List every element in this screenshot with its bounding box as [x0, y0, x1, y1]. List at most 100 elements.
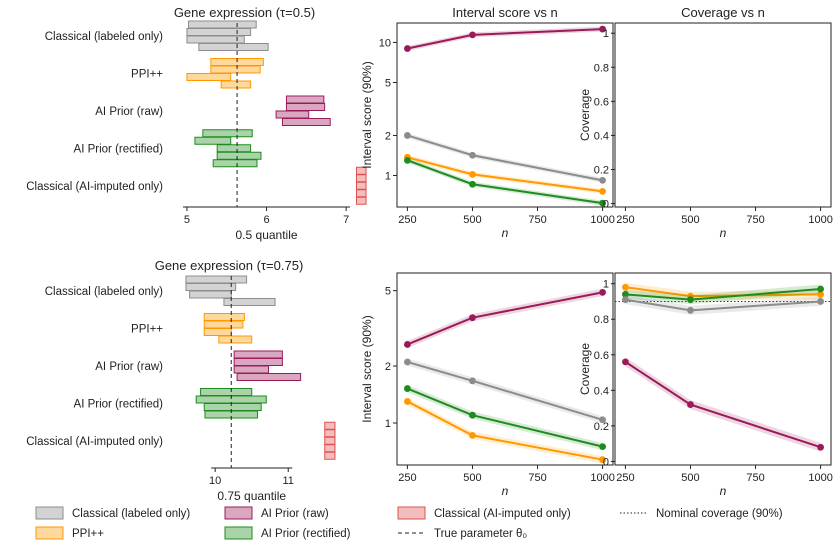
interval-group-ppi [186, 58, 264, 89]
interval-bar [355, 181, 367, 190]
data-point [469, 411, 476, 419]
y-tick-label: 10 [379, 37, 391, 49]
x-tick-label: 6 [263, 214, 269, 226]
data-point [469, 151, 476, 159]
category-label: AI Prior (raw) [95, 106, 163, 118]
data-point [687, 200, 694, 207]
series-line [625, 37, 820, 42]
data-point [599, 199, 606, 207]
series-band [625, 39, 820, 56]
series-band [407, 26, 603, 52]
series-band [625, 37, 820, 54]
data-point [469, 314, 476, 322]
x-tick-label: 250 [398, 472, 416, 484]
interval-bar [202, 129, 253, 138]
x-tick-label: 500 [463, 214, 481, 226]
data-point [469, 170, 476, 178]
series-ai_raw [622, 198, 824, 208]
interval-bar [194, 136, 232, 145]
series-ai_raw [404, 288, 606, 349]
interval-bar [355, 196, 367, 205]
legend-label: Nominal coverage (90%) [656, 508, 783, 520]
x-tick-label: 1000 [808, 472, 832, 484]
y-tick-label: 0.6 [594, 96, 609, 108]
interval-bar [212, 159, 258, 168]
interval-bar [324, 436, 336, 445]
interval-bar [186, 28, 252, 36]
series-band [625, 357, 821, 452]
data-point [404, 132, 411, 139]
y-tick-label: 0.2 [594, 165, 609, 177]
category-label: PPI++ [131, 324, 163, 336]
interval-bar [188, 20, 257, 29]
data-point [622, 40, 629, 47]
category-label: Classical (labeled only) [45, 286, 163, 298]
data-point [469, 180, 476, 188]
series-band [625, 198, 820, 208]
interval-bar [216, 144, 252, 153]
legend-item-classical: Classical (labeled only) [35, 506, 190, 520]
series-ppi [404, 397, 606, 464]
plot-area [404, 25, 606, 207]
series-band [407, 288, 603, 349]
interval-bar [275, 110, 310, 119]
x-axis-label: 0.5 quantile [236, 228, 298, 242]
data-point [404, 341, 411, 348]
x-axis-label: n [502, 226, 509, 240]
series-ai_raw [404, 25, 606, 52]
interval-group-ai_raw [233, 350, 302, 381]
interval-bar [200, 388, 253, 396]
y-tick-label: 2 [385, 361, 391, 373]
interval-bar [233, 358, 283, 366]
data-point [622, 198, 629, 205]
category-label: Classical (AI-imputed only) [26, 181, 163, 193]
interval-bar [324, 451, 336, 460]
legend: Classical (labeled only) PPI++ AI Prior (r… [35, 506, 783, 540]
data-point [599, 416, 606, 424]
x-axis-label: 0.75 quantile [217, 489, 286, 503]
interval-bar [233, 365, 269, 374]
x-tick-label: 750 [528, 472, 546, 484]
plot-frame [614, 22, 832, 208]
series-ai_rect [404, 156, 606, 207]
interval-bar [324, 421, 336, 430]
data-point [817, 38, 824, 45]
data-point [817, 200, 824, 207]
x-tick-label: 500 [463, 472, 481, 484]
interval-bar [324, 429, 336, 438]
plot-area [615, 282, 831, 452]
interval-bar [355, 189, 367, 198]
data-point [817, 285, 824, 293]
legend-item-nominal: Nominal coverage (90%) [620, 508, 783, 520]
y-tick-label: 0 [603, 456, 609, 468]
data-point [599, 187, 606, 195]
y-tick-label: 5 [385, 286, 391, 298]
interval-bar [210, 65, 261, 74]
interval-bar [324, 444, 336, 453]
data-point [817, 40, 824, 47]
interval-bar [285, 95, 325, 104]
series-band [625, 282, 821, 301]
series-ai_rect [622, 32, 824, 46]
interval-bar [218, 335, 253, 344]
data-point [404, 358, 411, 366]
y-tick-label: 0.2 [594, 421, 609, 433]
x-tick-label: 750 [528, 214, 546, 226]
legend-item-ppi: PPI++ [35, 526, 104, 540]
interval-bar [189, 290, 232, 299]
data-point [599, 25, 606, 33]
interval-bar [233, 350, 283, 359]
data-point [687, 33, 694, 40]
interval-group-ai_raw [275, 95, 331, 126]
y-axis-label: Coverage [578, 89, 592, 141]
data-point [622, 290, 629, 298]
x-tick-label: 11 [283, 475, 294, 487]
y-tick-label: 1 [385, 171, 391, 183]
legend-item-ai_raw: AI Prior (raw) [224, 506, 329, 520]
data-point [469, 432, 476, 439]
data-point [404, 385, 411, 392]
interval-bar [185, 283, 237, 291]
series-ai_raw [622, 357, 824, 452]
interval-bar [281, 118, 331, 126]
